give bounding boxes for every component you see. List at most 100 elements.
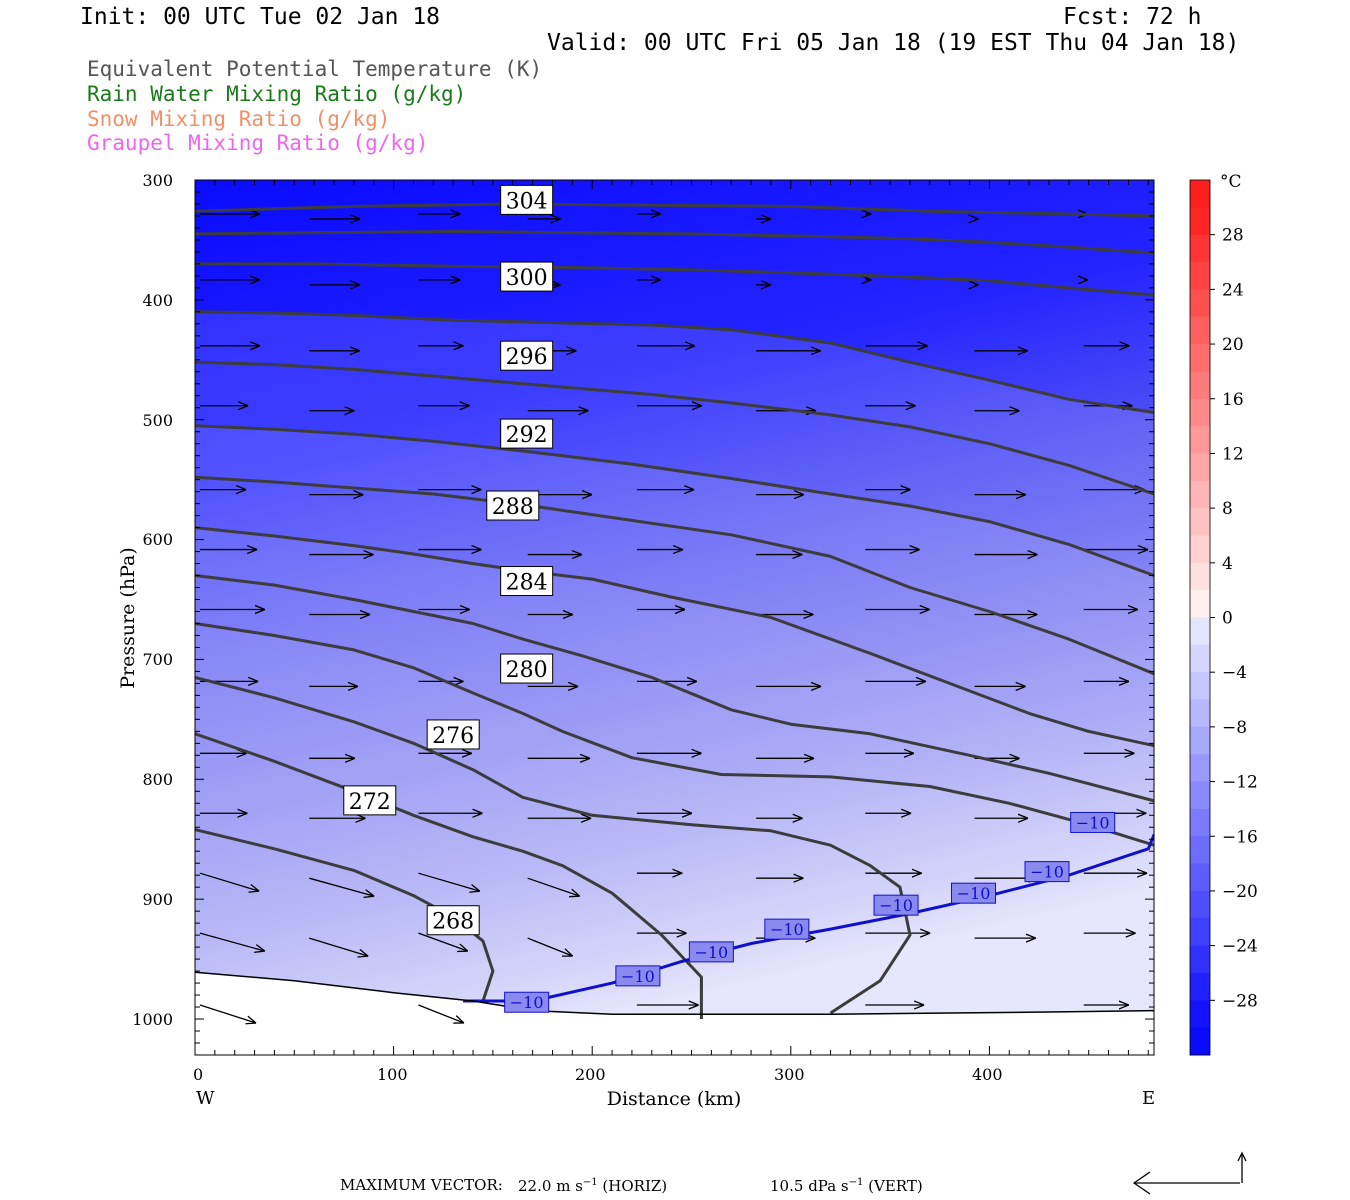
- isotherm-label-box: [873, 894, 919, 916]
- isotherm-label: −10: [770, 920, 804, 939]
- init-time: Init: 00 UTC Tue 02 Jan 18: [80, 4, 441, 30]
- colorbar-labels: 28 24 20 16 12 8 4 0 −4 −8 −12 −16 −20 −24 −28: [1210, 226, 1258, 1011]
- colorbar-label: −28: [1222, 991, 1258, 1011]
- ground-surface-line: [195, 971, 1154, 1015]
- colorbar-segment: [1190, 207, 1210, 236]
- isotherm-label-box: [688, 941, 734, 963]
- theta-e-contour: [195, 230, 1154, 255]
- colorbar-label: 12: [1222, 444, 1244, 464]
- theta-e-contour: [195, 360, 1154, 496]
- colorbar-unit: °C: [1220, 172, 1242, 192]
- colorbar-label: −24: [1222, 937, 1258, 957]
- max-vector-horiz: 22.0 m s−1 (HORIZ): [518, 1178, 667, 1194]
- max-vector-key: [1132, 1151, 1247, 1195]
- colorbar-segment: [1190, 234, 1210, 263]
- isotherm-label: −10: [621, 967, 655, 986]
- y-tick-400: 400: [142, 291, 173, 310]
- vert-tag: (VERT): [868, 1177, 923, 1195]
- isotherm-label-box: [1070, 811, 1116, 833]
- colorbar-label: −12: [1222, 773, 1258, 793]
- wind-vectors: [199, 214, 1149, 1023]
- contour-label-box: [500, 653, 554, 684]
- isotherm-label-box: [764, 918, 810, 940]
- theta-e-contour: [195, 526, 1154, 748]
- legend-rain: Rain Water Mixing Ratio (g/kg): [87, 82, 467, 106]
- legend-theta-e: Equivalent Potential Temperature (K): [87, 57, 543, 81]
- colorbar-segment: [1190, 836, 1210, 865]
- plot-frame: [194, 179, 1155, 1056]
- contour-label: 292: [506, 423, 548, 448]
- max-vector-title: MAXIMUM VECTOR:: [340, 1176, 503, 1194]
- colorbar-segment: [1190, 699, 1210, 728]
- wind-arrow: [199, 1004, 256, 1023]
- theta-e-contour: [195, 732, 703, 1019]
- contour-label: 284: [506, 571, 548, 596]
- colorbar-segment: [1190, 562, 1210, 591]
- theta-e-contour: [195, 574, 1154, 803]
- colorbar-segment: [1190, 453, 1210, 482]
- contour-label-box: [500, 340, 554, 371]
- colorbar-segment: [1190, 945, 1210, 974]
- x-tick-400: 400: [972, 1065, 1003, 1084]
- contour-label-box: [500, 418, 554, 449]
- y-tick-1000: 1000: [132, 1010, 173, 1029]
- colorbar-segment: [1190, 289, 1210, 318]
- colorbar-segment: [1190, 972, 1210, 1001]
- y-tick-600: 600: [142, 530, 173, 549]
- contour-label: 276: [432, 724, 474, 749]
- theta-e-contour: [195, 424, 1154, 577]
- colorbar-segment: [1190, 726, 1210, 755]
- colorbar: [1189, 179, 1211, 1056]
- legend-graupel: Graupel Mixing Ratio (g/kg): [87, 131, 429, 155]
- wind-arrow: [199, 932, 265, 951]
- colorbar-segment: [1190, 672, 1210, 701]
- colorbar-segment: [1190, 316, 1210, 345]
- horizontal-key-arrowhead: [1132, 1171, 1151, 1195]
- contour-label-box: [486, 490, 540, 521]
- y-tick-700: 700: [142, 650, 173, 669]
- vert-unit: dPa s: [808, 1177, 849, 1195]
- y-tick-800: 800: [142, 770, 173, 789]
- contour-label-box: [536, 128, 588, 157]
- contour-labels: 268 272 276 280 284 288 292 296 300 304 308 312 −10 −…: [343, 107, 1139, 1013]
- colorbar-segment: [1190, 781, 1210, 810]
- colorbar-segment: [1190, 808, 1210, 837]
- contour-label-box: [500, 566, 554, 597]
- colorbar-segment: [1190, 262, 1210, 290]
- max-vector-vert: 10.5 dPa s−1 (VERT): [770, 1178, 923, 1194]
- horiz-tag: (HORIZ): [602, 1177, 668, 1195]
- theta-e-contour: [195, 202, 1154, 218]
- x-tick-0: 0: [193, 1065, 203, 1084]
- y-axis-label: Pressure (hPa): [117, 547, 139, 689]
- colorbar-segment: [1190, 398, 1210, 427]
- axes-ticks: [194, 179, 1154, 1056]
- colorbar-segment: [1190, 890, 1210, 919]
- isotherm-label-box: [615, 965, 661, 987]
- colorbar-segment: [1190, 508, 1210, 536]
- colorbar-segment: [1190, 180, 1210, 208]
- colorbar-label: −4: [1222, 663, 1247, 683]
- colorbar-segment: [1190, 617, 1210, 646]
- colorbar-label: 28: [1222, 226, 1244, 246]
- isotherm-label-box: [951, 882, 997, 904]
- theta-e-contour: [195, 675, 912, 1015]
- wind-arrow: [418, 1004, 464, 1023]
- contour-label: 280: [506, 658, 548, 683]
- horiz-unit: m s: [556, 1177, 583, 1195]
- contour-label-box: [1087, 107, 1139, 136]
- contour-label: 304: [506, 189, 548, 214]
- horiz-value: 22.0: [518, 1177, 552, 1195]
- wind-arrow: [527, 877, 580, 896]
- x-tick-100: 100: [377, 1065, 408, 1084]
- x-axis-label: Distance (km): [607, 1088, 742, 1110]
- colorbar-label: 24: [1222, 280, 1244, 300]
- wind-arrow: [527, 937, 573, 956]
- x-tick-200: 200: [575, 1065, 606, 1084]
- ground-below-surface: [195, 972, 1154, 1055]
- colorbar-label: −20: [1222, 882, 1258, 902]
- theta-e-contour: [195, 475, 1154, 676]
- y-tick-300: 300: [142, 171, 173, 190]
- colorbar-segment: [1190, 918, 1210, 947]
- wind-arrow: [418, 932, 467, 951]
- theta-e-contour: [195, 622, 1154, 847]
